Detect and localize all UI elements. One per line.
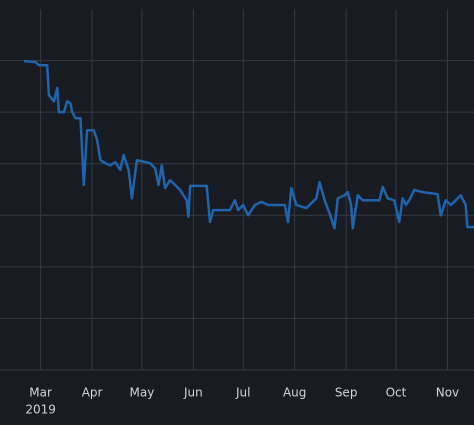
x-tick-label: Apr <box>82 386 103 400</box>
x-tick-label: Mar <box>29 386 52 400</box>
x-year-label: 2019 <box>25 403 56 417</box>
data-line <box>23 59 474 230</box>
x-tick-label: Aug <box>283 386 306 400</box>
x-tick-label: Jun <box>183 386 203 400</box>
x-tick-label: Sep <box>335 386 358 400</box>
x-tick-label: May <box>129 386 154 400</box>
x-tick-label: Nov <box>436 386 459 400</box>
x-tick-label: Oct <box>386 386 407 400</box>
x-tick-label: Jul <box>235 386 250 400</box>
